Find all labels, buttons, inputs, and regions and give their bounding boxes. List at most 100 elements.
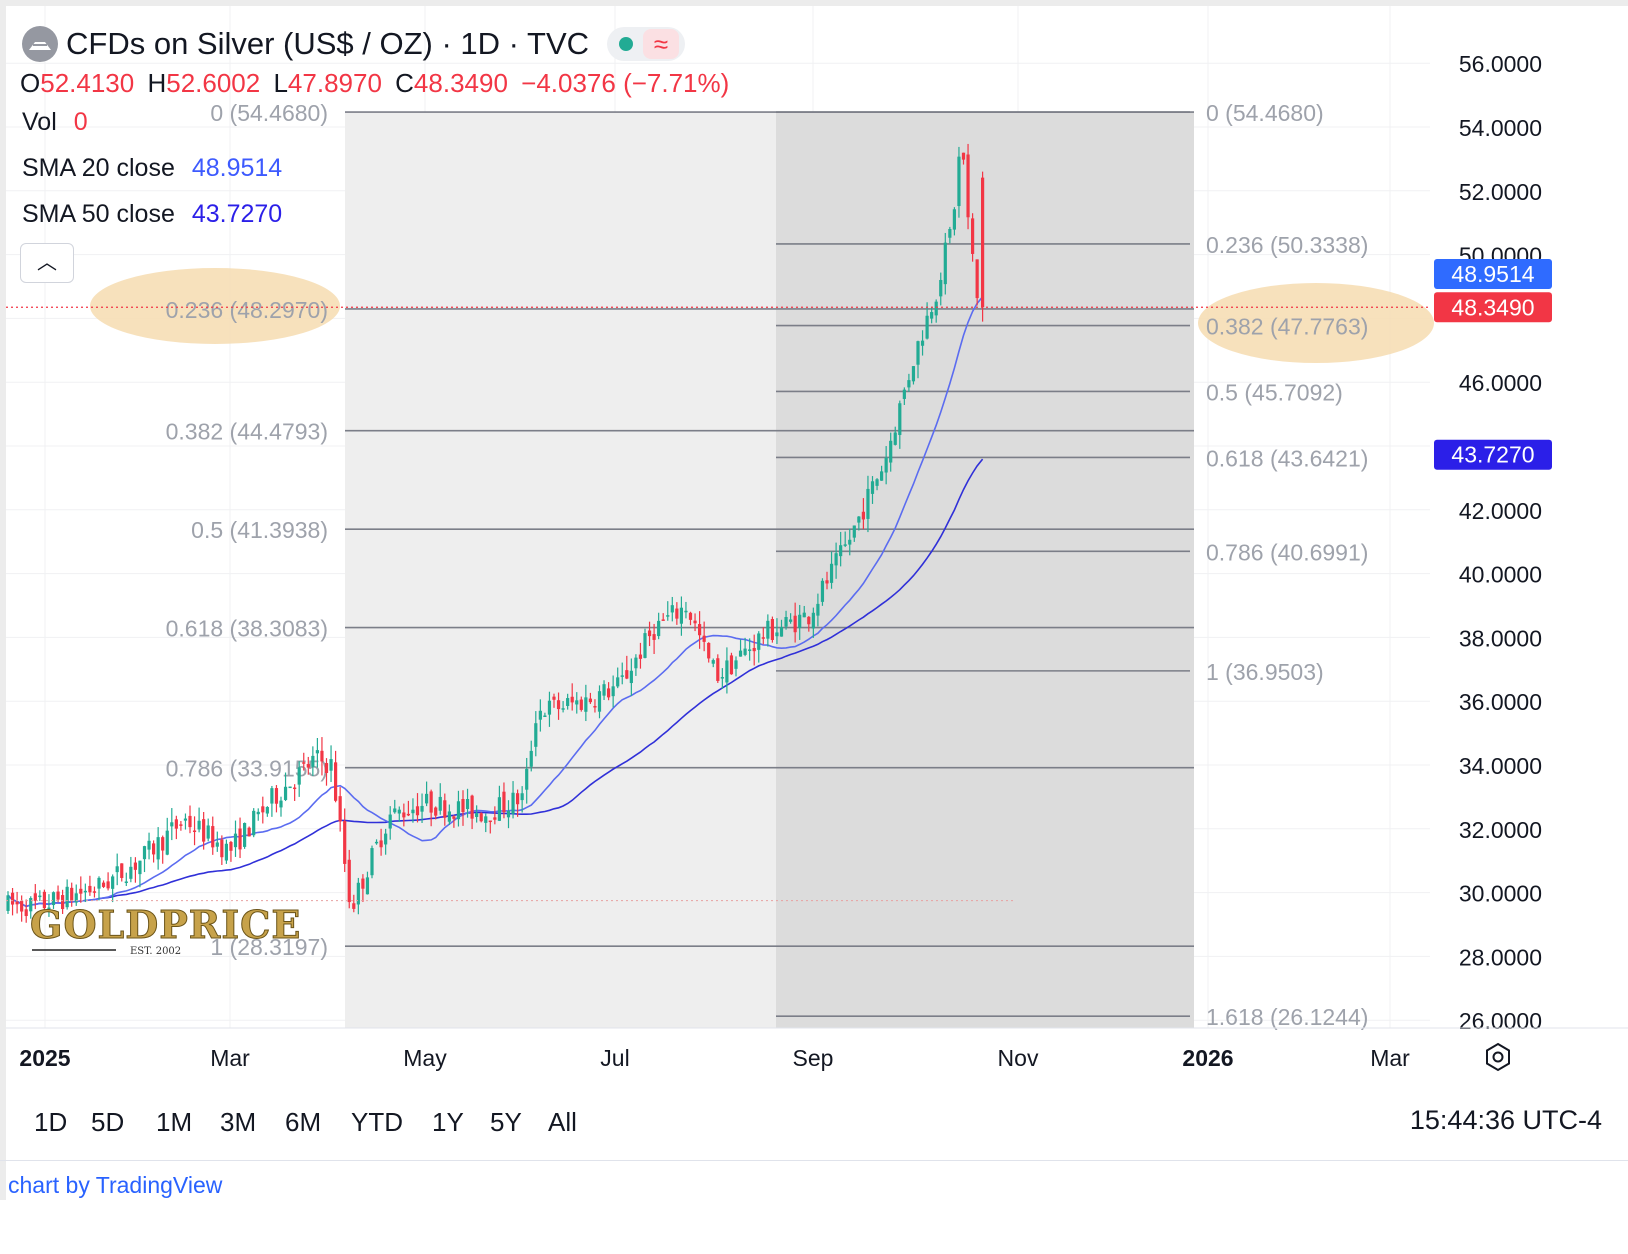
candle-body xyxy=(547,700,552,715)
candle-body xyxy=(752,647,756,652)
candle xyxy=(429,789,433,827)
range-1y-button[interactable]: 1Y xyxy=(432,1107,464,1137)
gear-icon[interactable] xyxy=(1486,1042,1510,1072)
low-label: L xyxy=(273,68,288,98)
candle xyxy=(415,793,420,823)
close-label: C xyxy=(395,68,414,98)
candle xyxy=(188,805,192,834)
range-6m-button[interactable]: 6M xyxy=(285,1107,322,1137)
range-1d-button[interactable]: 1D xyxy=(34,1107,68,1137)
collapse-legend-button[interactable]: ︿ xyxy=(20,243,74,283)
candle xyxy=(315,737,319,768)
candle-body xyxy=(111,876,115,889)
candle xyxy=(870,476,875,504)
candle-body xyxy=(961,152,966,160)
candle xyxy=(948,226,952,244)
market-open-dot-icon xyxy=(619,37,634,51)
candle xyxy=(506,800,511,829)
sma50-value: 43.7270 xyxy=(191,200,283,228)
candle xyxy=(597,685,602,719)
candle-body xyxy=(711,660,715,664)
candle-body xyxy=(115,866,119,873)
candle xyxy=(29,896,33,919)
candle-body xyxy=(657,620,661,637)
fib1-level-label: 0.236 (48.2970) xyxy=(166,297,328,323)
timezone-clock[interactable]: 15:44:36 UTC-4 xyxy=(1409,1105,1602,1135)
candle-body xyxy=(966,154,970,218)
candle xyxy=(147,832,151,860)
candle xyxy=(939,272,943,306)
candle xyxy=(570,683,574,711)
candle-body xyxy=(607,688,611,698)
candle-body xyxy=(288,786,292,789)
candle-body xyxy=(475,813,479,818)
sma50-legend[interactable]: SMA 50 close 43.7270 xyxy=(22,200,282,229)
candle-body xyxy=(757,633,761,650)
candle-body xyxy=(652,634,656,640)
candle xyxy=(370,845,374,879)
candle xyxy=(475,805,479,823)
time-axis-label: May xyxy=(403,1045,447,1071)
fib1-level-label: 0.5 (41.3938) xyxy=(191,517,328,543)
candle xyxy=(461,790,465,826)
candle xyxy=(183,813,188,830)
candle-body xyxy=(393,808,397,813)
candle-body xyxy=(6,895,10,911)
candle xyxy=(516,789,520,817)
candle xyxy=(652,623,656,655)
candle-body xyxy=(443,800,447,818)
candle-body xyxy=(161,837,165,851)
candle xyxy=(161,835,165,864)
market-status-pill[interactable]: ≈ xyxy=(607,27,686,61)
volume-legend[interactable]: Vol 0 xyxy=(22,108,88,137)
range-ytd-button[interactable]: YTD xyxy=(351,1107,403,1137)
candle xyxy=(875,478,879,491)
candle xyxy=(179,821,183,831)
candle-body xyxy=(356,882,360,905)
candle-body xyxy=(497,797,501,821)
candle-body xyxy=(629,670,633,684)
fib2-level-label: 1 (36.9503) xyxy=(1206,659,1324,685)
candle xyxy=(552,693,556,708)
candle-body xyxy=(92,891,97,893)
candle xyxy=(738,639,743,657)
candle xyxy=(820,578,825,606)
fib2-level-label: 0.5 (45.7092) xyxy=(1206,379,1343,405)
candle xyxy=(56,885,60,903)
range-1m-button[interactable]: 1M xyxy=(156,1107,193,1137)
candle-body xyxy=(552,696,556,700)
candle-body xyxy=(934,301,938,316)
candle xyxy=(10,888,15,916)
candle-body xyxy=(816,603,820,616)
range-5d-button[interactable]: 5D xyxy=(91,1107,125,1137)
candle xyxy=(256,808,260,821)
candle-body xyxy=(811,612,815,629)
range-all-button[interactable]: All xyxy=(548,1107,577,1137)
candle xyxy=(556,692,561,720)
candle-body xyxy=(79,888,83,894)
candle-body xyxy=(133,862,137,870)
sma20-legend[interactable]: SMA 20 close 48.9514 xyxy=(22,154,282,183)
candle xyxy=(584,684,588,722)
candle xyxy=(343,808,347,873)
candle-body xyxy=(206,825,210,839)
candle xyxy=(270,785,274,817)
chart-canvas[interactable]: 0 (54.4680) 0.236 (48.2970) 0.382 (44.4793… xyxy=(0,0,1628,1160)
fib2-level-label: 0.236 (50.3338) xyxy=(1206,232,1368,258)
tradingview-attribution-link[interactable]: chart by TradingView xyxy=(8,1172,223,1198)
symbol-title[interactable]: CFDs on Silver (US$ / OZ) · 1D · TVC xyxy=(66,26,590,61)
candle xyxy=(51,891,56,909)
range-3m-button[interactable]: 3M xyxy=(220,1107,257,1137)
range-5y-button[interactable]: 5Y xyxy=(490,1107,522,1137)
candle xyxy=(347,849,351,909)
candle-body xyxy=(898,403,902,435)
low-value: 47.8970 xyxy=(287,68,382,98)
candle-body xyxy=(388,814,392,829)
candle xyxy=(142,845,147,873)
price-tick-label: 56.0000 xyxy=(1459,51,1542,77)
candle xyxy=(420,793,424,824)
candle-body xyxy=(347,859,351,903)
candle-body xyxy=(693,620,697,624)
candle-body xyxy=(415,806,420,816)
candle xyxy=(702,621,706,652)
